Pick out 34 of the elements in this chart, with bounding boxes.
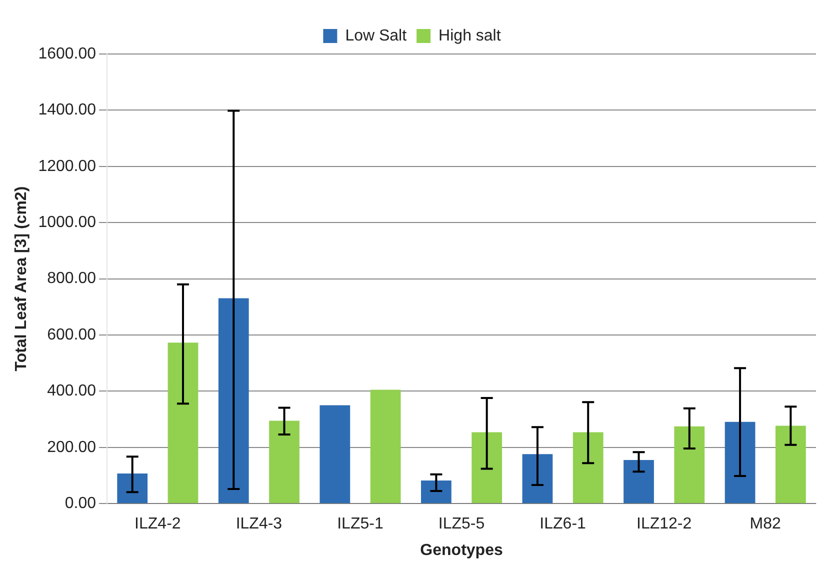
- x-tick-label: ILZ5-5: [438, 516, 485, 533]
- y-tick-label: 1400.00: [38, 102, 96, 119]
- legend-label: Low Salt: [345, 27, 408, 44]
- x-tick-label: ILZ12-2: [636, 516, 692, 533]
- x-tick-label: ILZ6-1: [540, 516, 586, 533]
- x-axis-title: Genotypes: [420, 542, 503, 559]
- legend-label: High salt: [438, 27, 502, 44]
- y-tick-label: 800.00: [47, 270, 96, 288]
- y-tick-label: 1200.00: [38, 158, 96, 175]
- bar: [572, 432, 604, 504]
- bar: [370, 390, 401, 504]
- x-tick-label: ILZ5-1: [337, 516, 384, 533]
- bar: [775, 426, 806, 504]
- bar: [269, 420, 300, 504]
- bar: [624, 460, 654, 504]
- x-tick-label: ILZ4-3: [236, 516, 282, 533]
- y-axis-title: Total Leaf Area [3] (cm2): [13, 186, 30, 372]
- x-tick-label: M82: [750, 516, 782, 533]
- y-tick-label: 0.00: [64, 495, 96, 512]
- y-tick-label: 400.00: [47, 382, 96, 400]
- bar: [218, 298, 249, 504]
- bar: [674, 426, 705, 504]
- bar: [724, 422, 756, 504]
- bar: [320, 405, 350, 504]
- y-tick-label: 600.00: [47, 326, 96, 344]
- bar: [117, 474, 148, 504]
- bar: [168, 342, 198, 504]
- bar: [421, 480, 452, 504]
- x-tick-label: ILZ4-2: [134, 516, 181, 533]
- bar: [472, 432, 502, 504]
- y-tick-label: 1000.00: [38, 214, 96, 232]
- y-tick-label: 1600.00: [38, 45, 96, 62]
- bar: [522, 454, 553, 504]
- y-tick-label: 200.00: [47, 438, 96, 456]
